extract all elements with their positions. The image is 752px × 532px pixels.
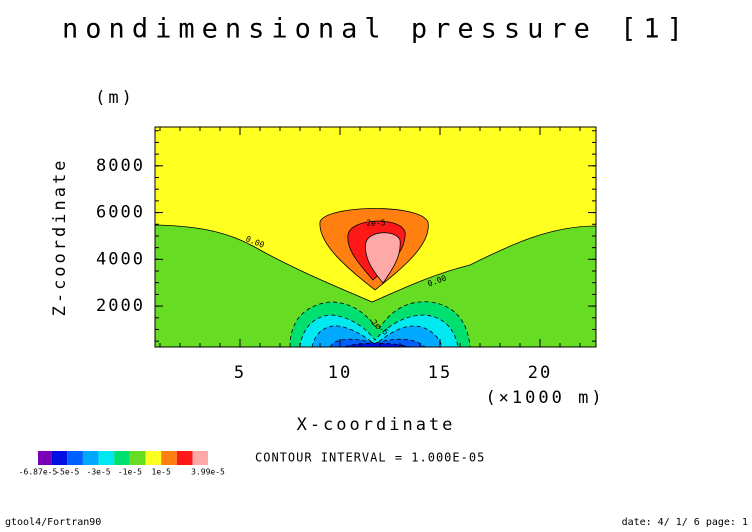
colorbar-label: 3.99e-5: [191, 468, 225, 477]
x-unit: (×1000 m): [485, 388, 604, 408]
colorbar-box: [176, 451, 193, 465]
y-tick-label: 4000: [96, 249, 145, 269]
x-tick-label: 20: [528, 363, 552, 383]
y-tick-label: 8000: [96, 156, 145, 176]
colorbar-box: [98, 451, 115, 465]
x-tick-label: 15: [428, 363, 452, 383]
colorbar-box: [51, 451, 68, 465]
x-tick-label: 10: [328, 363, 352, 383]
colorbar-box: [82, 451, 99, 465]
colorbar-label: -6.87e-5: [19, 468, 58, 477]
chart-title: nondimensional pressure [1]: [62, 14, 690, 45]
colorbar-label: 1e-5: [152, 468, 171, 477]
y-unit: (m): [95, 88, 135, 108]
colorbar-box: [129, 451, 146, 465]
y-tick-label: 6000: [96, 203, 145, 223]
colorbar-box: [145, 451, 162, 465]
y-tick-label: 2000: [96, 296, 145, 316]
colorbar-box: [192, 451, 208, 465]
colorbar-label: -3e-5: [87, 468, 111, 477]
interval-note: CONTOUR INTERVAL = 1.000E-05: [255, 451, 485, 465]
contour-label: 2e-5: [366, 219, 385, 228]
colorbar-box: [161, 451, 177, 465]
x-label: X-coordinate: [297, 415, 456, 435]
y-label: Z-coordinate: [50, 158, 70, 317]
colorbar-box: [38, 451, 52, 465]
x-tick-label: 5: [234, 363, 246, 383]
colorbar-label: -1e-5: [118, 468, 142, 477]
colorbar-label: -5e-5: [55, 468, 79, 477]
colorbar-box: [67, 451, 83, 465]
contour-region: [365, 232, 401, 284]
plot-frame: [154, 126, 597, 348]
contour-region: [154, 224, 597, 348]
footer-left: gtool4/Fortran90: [5, 517, 101, 528]
colorbar-box: [114, 451, 130, 465]
footer-right: date: 4/ 1/ 6 page: 1: [622, 517, 748, 528]
